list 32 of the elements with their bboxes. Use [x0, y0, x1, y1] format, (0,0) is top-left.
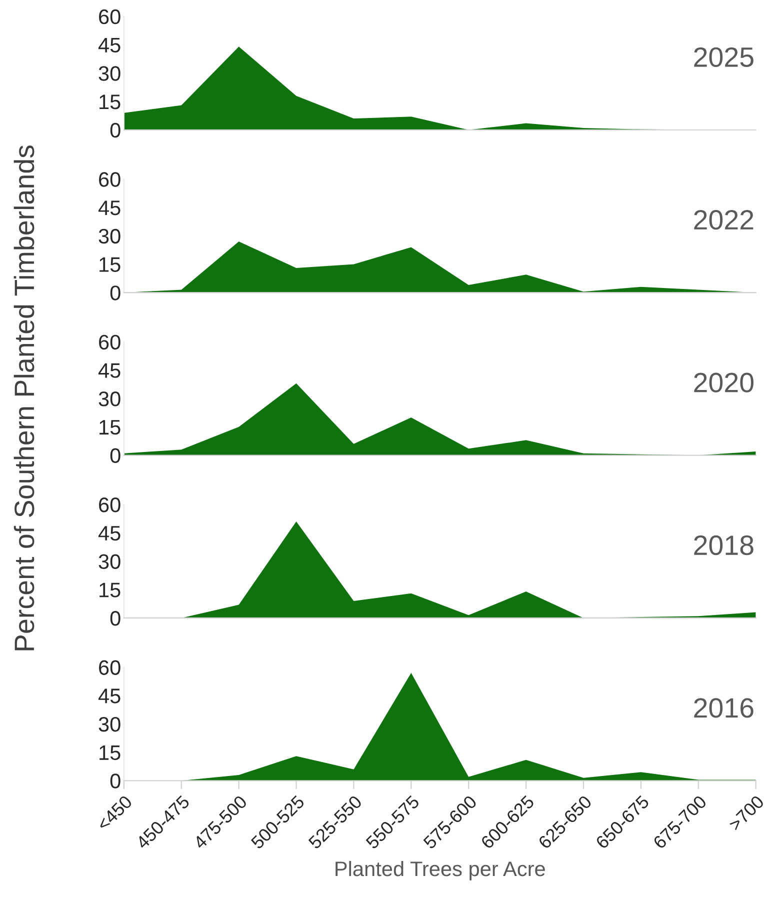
y-tick-label: 60	[99, 172, 120, 187]
y-tick-label: 15	[100, 420, 120, 435]
y-tick-label: 0	[110, 286, 120, 300]
y-tick-label: 60	[99, 498, 120, 512]
text: 2022	[694, 210, 754, 230]
y-tick-label: 60	[99, 660, 120, 675]
y-tick-label: 0	[110, 610, 120, 626]
y-tick-label: 45	[98, 688, 120, 704]
text: 2020	[694, 372, 754, 392]
text: 2025	[694, 47, 754, 67]
y-tick-label: 60	[99, 9, 120, 24]
y-axis-title: Percent of Southern Planted Timberlands	[14, 146, 34, 650]
y-tick-label: 0	[110, 448, 120, 464]
text: 2016	[694, 698, 754, 718]
y-tick-label: 15	[100, 582, 120, 598]
y-tick-label: 30	[98, 716, 120, 732]
x-axis-title: Planted Trees per Acre	[336, 860, 545, 880]
y-tick-label: 0	[110, 122, 120, 138]
y-tick-label: 45	[98, 38, 120, 53]
y-tick-label: 30	[98, 66, 120, 81]
y-tick-label: 45	[98, 526, 120, 541]
y-tick-label: 30	[98, 554, 120, 569]
y-tick-label: 60	[99, 334, 120, 350]
y-tick-label: 45	[98, 363, 120, 378]
y-tick-label: 30	[98, 228, 120, 244]
y-tick-label: 15	[100, 257, 120, 272]
y-tick-label: 15	[100, 94, 120, 110]
y-tick-label: 15	[100, 746, 120, 760]
text: 2018	[694, 535, 754, 556]
y-tick-label: 30	[98, 392, 120, 406]
y-tick-label: 45	[98, 200, 120, 216]
y-tick-label: 0	[110, 774, 120, 788]
